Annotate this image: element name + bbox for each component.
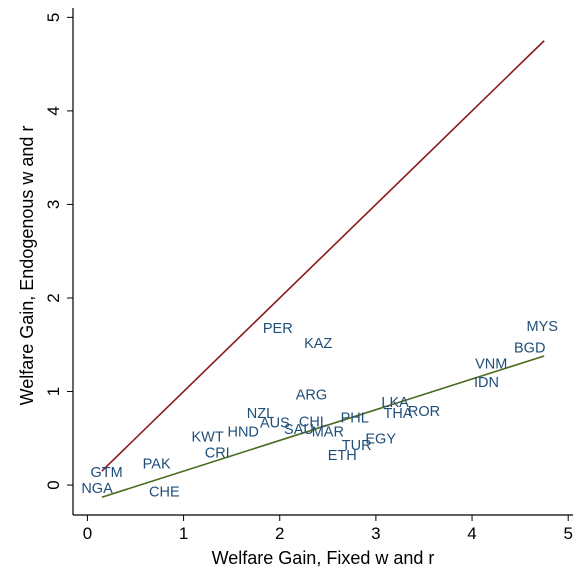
- x-tick-label-3: 3: [371, 524, 380, 543]
- point-label-sau: SAU: [284, 422, 314, 438]
- y-tick-label-1: 1: [44, 387, 63, 396]
- point-label-hnd: HND: [227, 425, 258, 441]
- x-tick-label-2: 2: [275, 524, 284, 543]
- x-tick-label-0: 0: [83, 524, 92, 543]
- point-label-ror: ROR: [408, 404, 440, 420]
- point-label-che: CHE: [149, 485, 180, 501]
- point-label-nzl: NZL: [247, 406, 274, 422]
- point-label-mar: MAR: [312, 425, 344, 441]
- point-label-kwt: KWT: [192, 429, 224, 445]
- y-tick-label-0: 0: [44, 480, 63, 489]
- line-fitted: [101, 355, 545, 498]
- point-label-egy: EGY: [365, 431, 396, 447]
- point-label-tha: THA: [384, 406, 413, 422]
- point-label-phl: PHL: [341, 411, 369, 427]
- x-tick-label-5: 5: [563, 524, 572, 543]
- point-label-vnm: VNM: [475, 356, 507, 372]
- x-tick-label-4: 4: [467, 524, 476, 543]
- point-label-bgd: BGD: [514, 341, 545, 357]
- point-label-chl: CHL: [299, 414, 328, 430]
- y-tick-label-2: 2: [44, 293, 63, 302]
- x-axis-title: Welfare Gain, Fixed w and r: [212, 548, 435, 568]
- point-label-per: PER: [263, 321, 293, 337]
- point-label-lka: LKA: [381, 395, 409, 411]
- point-label-mys: MYS: [527, 319, 558, 335]
- line-45-degree: [101, 40, 545, 472]
- point-label-nga: NGA: [81, 481, 113, 497]
- point-label-kaz: KAZ: [304, 336, 332, 352]
- point-label-pak: PAK: [143, 457, 171, 473]
- y-tick-label-5: 5: [44, 13, 63, 22]
- point-label-idn: IDN: [474, 375, 499, 391]
- y-tick-label-4: 4: [44, 106, 63, 115]
- point-label-aus: AUS: [260, 415, 290, 431]
- point-label-cri: CRI: [205, 445, 230, 461]
- point-label-eth: ETH: [328, 448, 357, 464]
- x-tick-label-1: 1: [179, 524, 188, 543]
- point-label-arg: ARG: [296, 387, 327, 403]
- y-axis-title: Welfare Gain, Endogenous w and r: [17, 126, 37, 406]
- point-label-gtm: GTM: [91, 465, 123, 481]
- point-label-tur: TUR: [342, 438, 372, 454]
- y-tick-label-3: 3: [44, 200, 63, 209]
